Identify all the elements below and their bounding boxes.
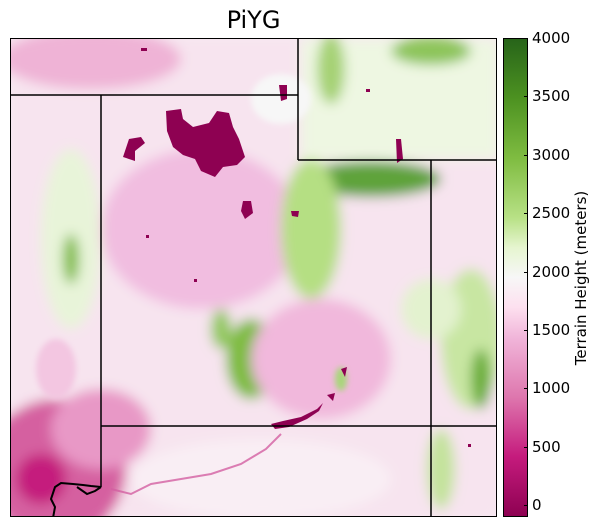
colorbar-tick-label: 3000 xyxy=(532,146,571,164)
colorbar-tick-label: 2000 xyxy=(532,263,571,281)
state-boundaries xyxy=(11,39,496,516)
colorbar-tick xyxy=(524,155,528,156)
colorbar-tick xyxy=(524,388,528,389)
colorbar-tick xyxy=(524,272,528,273)
colorbar xyxy=(503,38,528,517)
colorbar-label: Terrain Height (meters) xyxy=(572,190,590,366)
colorbar-tick xyxy=(524,96,528,97)
colorbar-tick xyxy=(524,38,528,39)
colorbar-tick xyxy=(524,330,528,331)
colorbar-tick-label: 3500 xyxy=(532,87,571,105)
colorbar-tick-label: 0 xyxy=(532,496,542,514)
low-elevation-features xyxy=(123,48,471,447)
terrain-map xyxy=(10,38,497,517)
colorbar-tick-label: 1000 xyxy=(532,379,571,397)
colorbar-tick xyxy=(524,447,528,448)
colorbar-tick-label: 2500 xyxy=(532,204,571,222)
colorbar-tick-label: 1500 xyxy=(532,321,571,339)
colorbar-tick-label: 500 xyxy=(532,438,561,456)
colorbar-tick xyxy=(524,505,528,506)
chart-title: PiYG xyxy=(226,6,281,34)
colorbar-tick-label: 4000 xyxy=(532,29,571,47)
terrain-layer xyxy=(11,39,496,516)
colorbar-tick xyxy=(524,213,528,214)
